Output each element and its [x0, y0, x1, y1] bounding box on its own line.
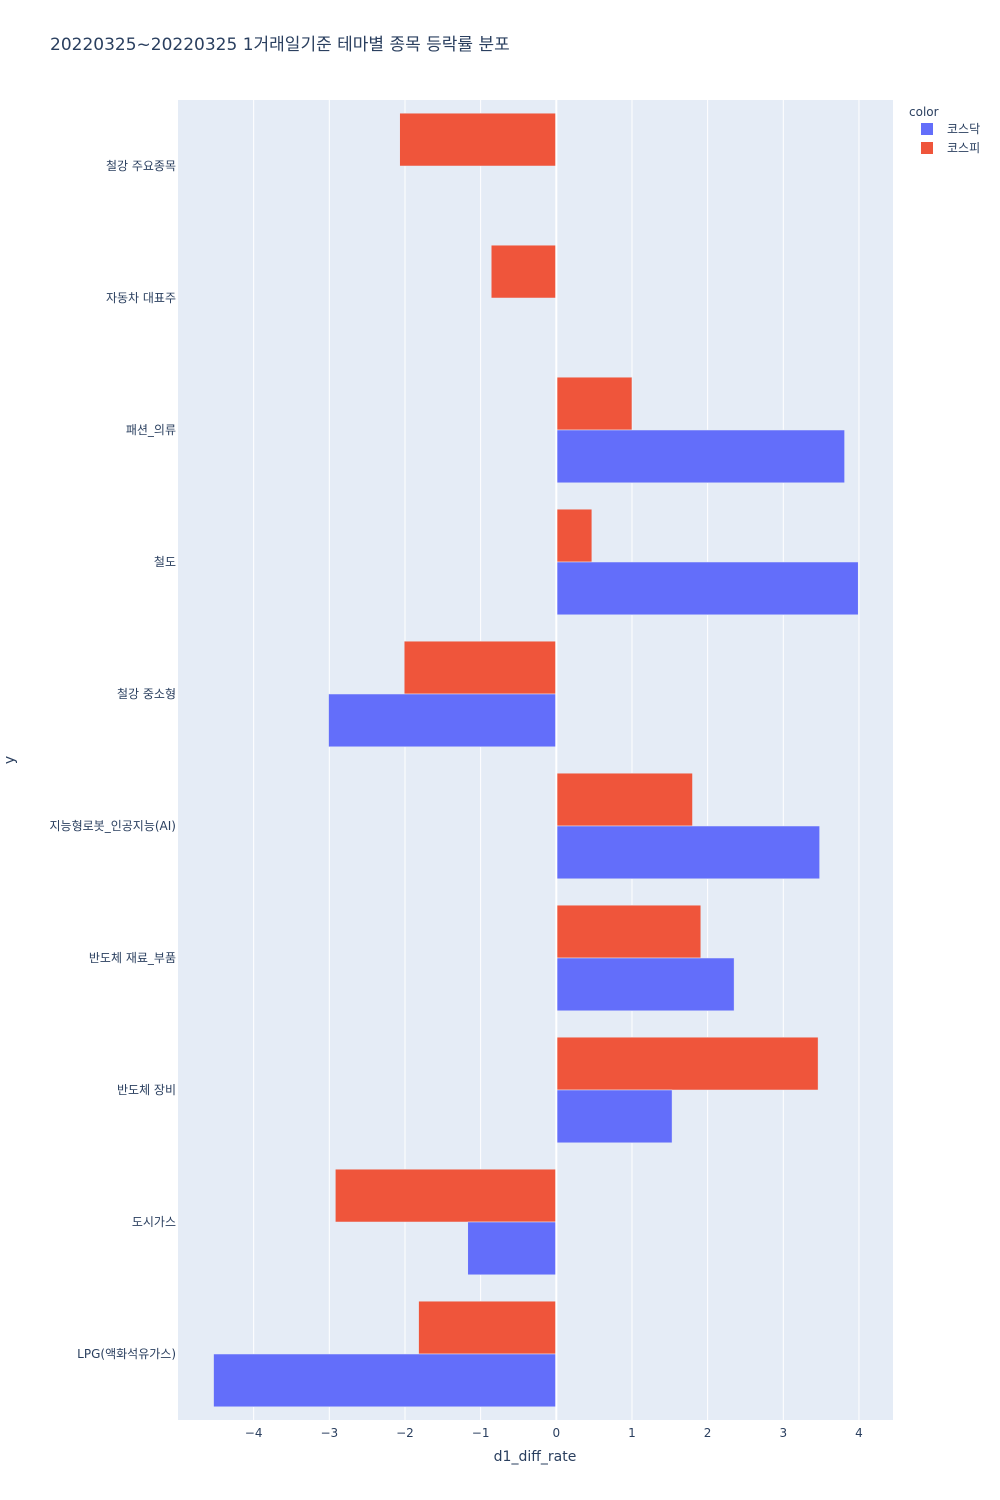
- legend-label[interactable]: 코스피: [947, 141, 980, 155]
- y-axis-title: y: [2, 756, 18, 764]
- bar-kosdaq[interactable]: [556, 429, 845, 484]
- bar-kosdaq[interactable]: [467, 1221, 557, 1276]
- y-tick-label: 도시가스: [132, 1215, 176, 1229]
- bar-kospi[interactable]: [490, 244, 557, 299]
- x-tick-label: 3: [779, 1426, 787, 1440]
- bar-kospi[interactable]: [556, 904, 702, 959]
- y-tick-label: 지능형로봇_인공지능(AI): [50, 819, 176, 833]
- bar-kospi[interactable]: [399, 112, 557, 167]
- bar-kosdaq[interactable]: [556, 561, 859, 616]
- y-tick-label: 자동차 대표주: [106, 291, 176, 305]
- bar-kospi[interactable]: [418, 1300, 557, 1355]
- x-tick-label: −4: [245, 1426, 263, 1440]
- chart-title: 20220325~20220325 1거래일기준 테마별 종목 등락률 분포: [50, 35, 510, 55]
- bars: [213, 112, 859, 1408]
- y-tick-label: 패션_의류: [126, 423, 176, 437]
- y-tick-label: 철강 중소형: [117, 687, 176, 701]
- legend-swatch[interactable]: [921, 142, 933, 154]
- x-tick-label: −2: [396, 1426, 414, 1440]
- bar-kosdaq[interactable]: [556, 825, 820, 880]
- bar-kosdaq[interactable]: [556, 957, 735, 1012]
- legend-label[interactable]: 코스닥: [947, 122, 980, 136]
- gridlines: [253, 100, 860, 1420]
- bar-kospi[interactable]: [556, 508, 593, 563]
- y-tick-label: 철도: [154, 555, 176, 569]
- legend-title: color: [909, 105, 939, 119]
- bar-kosdaq[interactable]: [213, 1353, 557, 1408]
- y-tick-label: LPG(액화석유가스): [77, 1347, 176, 1361]
- y-tick-label: 철강 주요종목: [106, 159, 176, 173]
- bar-kosdaq[interactable]: [556, 1089, 673, 1144]
- y-tick-label: 반도체 장비: [117, 1083, 176, 1097]
- bar-kospi[interactable]: [556, 1036, 819, 1091]
- bar-kospi[interactable]: [556, 376, 633, 431]
- x-tick-label: 1: [628, 1426, 636, 1440]
- bar-kospi[interactable]: [335, 1168, 557, 1223]
- x-tick-label: −1: [472, 1426, 490, 1440]
- x-axis-title: d1_diff_rate: [494, 1449, 577, 1465]
- x-tick-labels: −4 −3 −2 −1 0 1 2 3 4: [245, 1426, 863, 1440]
- x-tick-label: −3: [320, 1426, 338, 1440]
- x-tick-label: 0: [552, 1426, 560, 1440]
- x-tick-label: 4: [855, 1426, 863, 1440]
- bar-kospi[interactable]: [403, 640, 557, 695]
- bar-kosdaq[interactable]: [328, 693, 557, 748]
- bar-kospi[interactable]: [556, 772, 693, 827]
- legend-swatch[interactable]: [921, 123, 933, 135]
- y-tick-label: 반도체 재료_부품: [89, 951, 176, 965]
- x-tick-label: 2: [704, 1426, 712, 1440]
